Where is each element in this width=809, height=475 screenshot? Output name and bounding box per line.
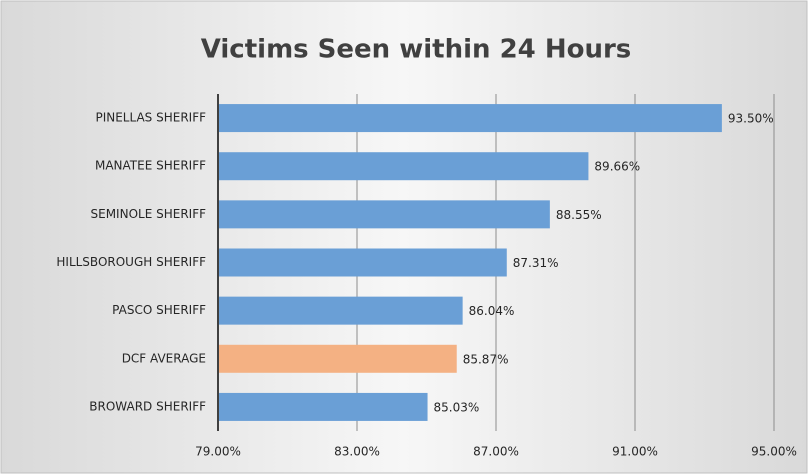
x-tick-label: 91.00% (612, 445, 658, 459)
y-tick-label: MANATEE SHERIFF (95, 159, 206, 173)
plot-area: 79.00% 83.00% 87.00% 91.00% 95.00% PINELLAS S… (56, 94, 797, 459)
x-tick-label: 87.00% (473, 445, 519, 459)
y-tick-label: DCF AVERAGE (122, 351, 206, 365)
chart-title: Victims Seen within 24 Hours (201, 35, 632, 65)
data-label: 85.87% (463, 352, 509, 366)
bar (218, 200, 550, 229)
y-tick-label: PINELLAS SHERIFF (95, 111, 206, 125)
y-tick-label: PASCO SHERIFF (112, 303, 206, 317)
data-label: 85.03% (434, 400, 480, 414)
y-tick-label: SEMINOLE SHERIFF (91, 207, 207, 221)
data-label: 93.50% (728, 112, 774, 126)
data-label: 88.55% (556, 208, 602, 222)
x-tick-label: 83.00% (334, 445, 380, 459)
bar (218, 104, 722, 133)
y-tick-label: HILLSBOROUGH SHERIFF (56, 255, 206, 269)
bar (218, 344, 457, 373)
y-tick-label: BROWARD SHERIFF (89, 399, 206, 413)
bar (218, 248, 507, 277)
x-tick-label: 95.00% (751, 445, 797, 459)
x-tick-label: 79.00% (195, 445, 241, 459)
data-label: 87.31% (513, 256, 559, 270)
bar (218, 152, 589, 181)
data-label: 89.66% (594, 160, 640, 174)
data-label: 86.04% (469, 304, 515, 318)
bar (218, 392, 428, 421)
bar (218, 296, 463, 325)
